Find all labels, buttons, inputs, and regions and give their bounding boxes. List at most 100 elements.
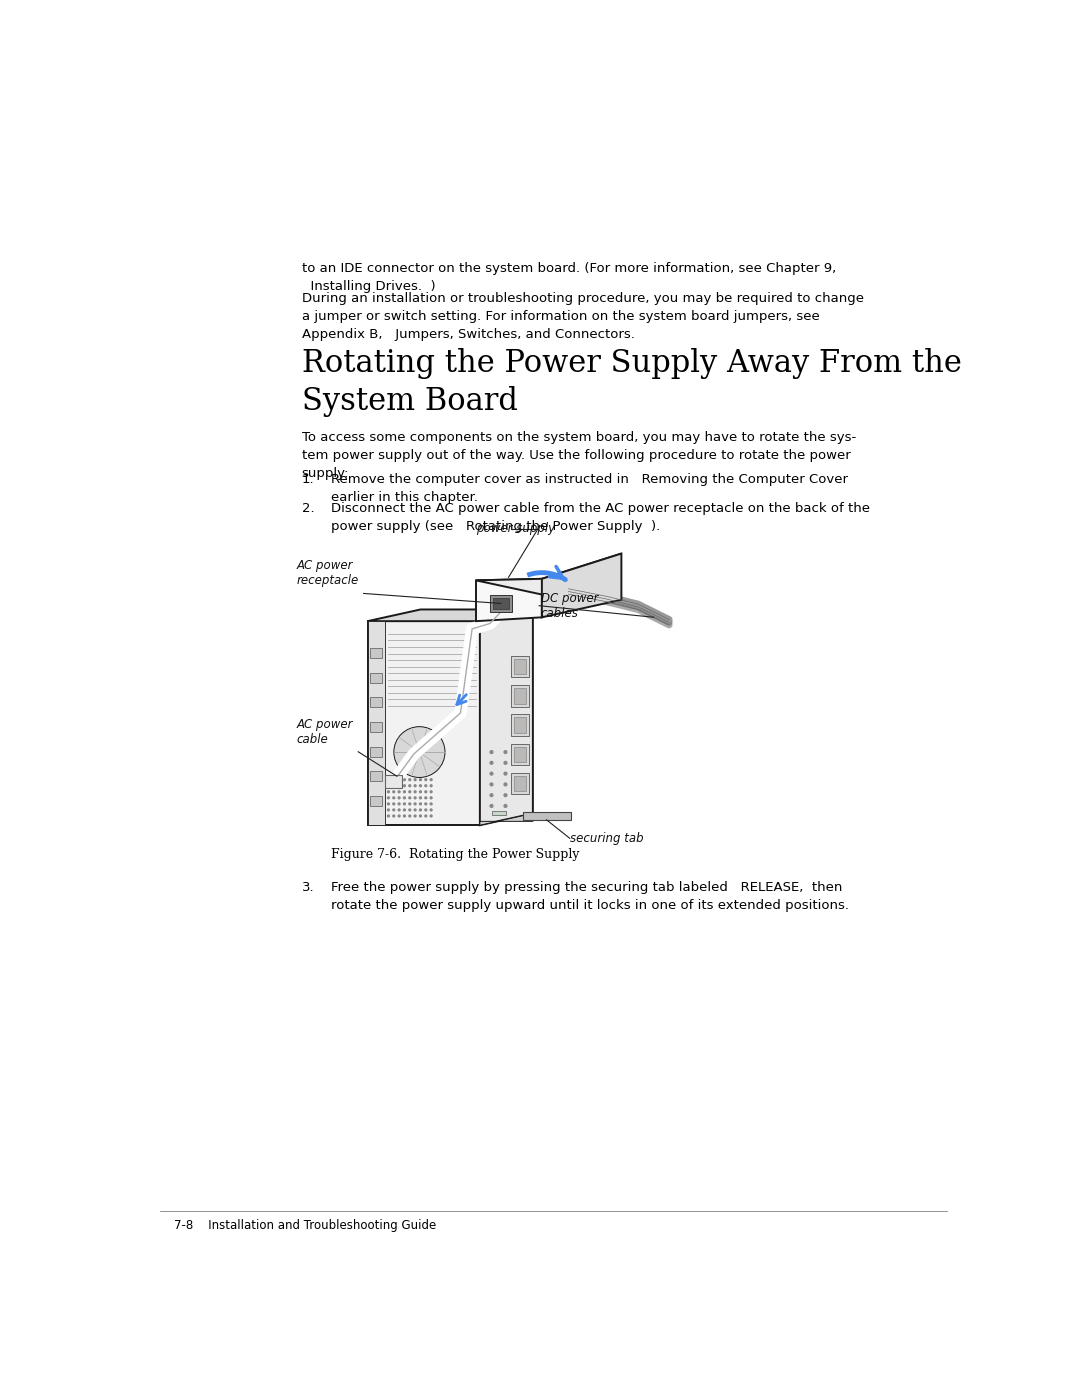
Circle shape (404, 814, 405, 817)
Circle shape (419, 778, 421, 781)
Circle shape (409, 778, 410, 781)
Text: 3.: 3. (301, 882, 314, 894)
Polygon shape (369, 746, 382, 757)
Circle shape (393, 791, 394, 792)
Circle shape (490, 750, 492, 753)
Text: 1.: 1. (301, 472, 314, 486)
Polygon shape (523, 812, 570, 820)
Circle shape (393, 809, 394, 810)
Circle shape (404, 809, 405, 810)
Text: DC power
cables: DC power cables (541, 592, 598, 620)
Circle shape (393, 778, 394, 781)
Polygon shape (369, 648, 382, 658)
Polygon shape (542, 553, 621, 617)
Circle shape (504, 773, 507, 775)
Text: AC power
cable: AC power cable (296, 718, 353, 746)
Circle shape (424, 778, 427, 781)
Circle shape (393, 803, 394, 805)
Circle shape (399, 809, 400, 810)
Circle shape (404, 778, 405, 781)
Circle shape (388, 796, 390, 799)
Circle shape (430, 778, 432, 781)
Polygon shape (367, 622, 480, 826)
Text: System Board: System Board (301, 387, 517, 418)
Circle shape (415, 778, 416, 781)
Circle shape (388, 803, 390, 805)
Circle shape (399, 814, 400, 817)
Circle shape (504, 805, 507, 807)
Circle shape (419, 814, 421, 817)
Text: Figure 7-6.  Rotating the Power Supply: Figure 7-6. Rotating the Power Supply (332, 848, 580, 862)
Polygon shape (367, 609, 532, 622)
Circle shape (490, 784, 492, 785)
Text: 2.: 2. (301, 502, 314, 515)
Circle shape (490, 761, 492, 764)
Polygon shape (369, 771, 382, 781)
Polygon shape (511, 743, 529, 766)
Text: power supply: power supply (476, 522, 555, 535)
Circle shape (504, 784, 507, 785)
Circle shape (393, 814, 394, 817)
Circle shape (424, 809, 427, 810)
Circle shape (409, 809, 410, 810)
Circle shape (404, 803, 405, 805)
Text: Free the power supply by pressing the securing tab labeled   RELEASE,  then
rota: Free the power supply by pressing the se… (332, 882, 849, 912)
Text: securing tab: securing tab (570, 831, 644, 845)
Circle shape (419, 796, 421, 799)
Circle shape (388, 791, 390, 792)
Circle shape (409, 785, 410, 787)
Circle shape (404, 796, 405, 799)
Circle shape (393, 796, 394, 799)
Circle shape (415, 814, 416, 817)
Text: to an IDE connector on the system board. (For more information, see Chapter 9,
 : to an IDE connector on the system board.… (301, 261, 836, 292)
Polygon shape (476, 578, 542, 622)
Circle shape (409, 796, 410, 799)
Circle shape (394, 726, 445, 778)
Polygon shape (511, 655, 529, 678)
Polygon shape (514, 746, 526, 763)
Text: During an installation or troubleshooting procedure, you may be required to chan: During an installation or troubleshootin… (301, 292, 864, 341)
Circle shape (399, 796, 400, 799)
Circle shape (424, 803, 427, 805)
Circle shape (504, 750, 507, 753)
Text: Disconnect the AC power cable from the AC power receptacle on the back of the
po: Disconnect the AC power cable from the A… (332, 502, 870, 532)
Circle shape (424, 791, 427, 792)
Circle shape (490, 773, 492, 775)
Polygon shape (494, 598, 509, 609)
Circle shape (415, 809, 416, 810)
Circle shape (424, 796, 427, 799)
Polygon shape (514, 659, 526, 675)
Polygon shape (367, 622, 384, 826)
Circle shape (393, 785, 394, 787)
Polygon shape (369, 673, 382, 683)
Circle shape (388, 809, 390, 810)
Text: Remove the computer cover as instructed in   Removing the Computer Cover
earlier: Remove the computer cover as instructed … (332, 472, 848, 503)
Polygon shape (491, 810, 505, 816)
Text: AC power
receptacle: AC power receptacle (296, 559, 359, 587)
Circle shape (419, 785, 421, 787)
Circle shape (399, 803, 400, 805)
Polygon shape (476, 553, 621, 598)
Circle shape (430, 803, 432, 805)
Circle shape (404, 785, 405, 787)
Circle shape (415, 803, 416, 805)
Polygon shape (514, 689, 526, 704)
Circle shape (419, 791, 421, 792)
Circle shape (430, 814, 432, 817)
Circle shape (424, 814, 427, 817)
Polygon shape (480, 609, 532, 826)
Polygon shape (369, 697, 382, 707)
Circle shape (399, 785, 400, 787)
Circle shape (388, 814, 390, 817)
Circle shape (415, 785, 416, 787)
Circle shape (430, 796, 432, 799)
Circle shape (430, 785, 432, 787)
Polygon shape (514, 718, 526, 733)
Polygon shape (511, 714, 529, 736)
Polygon shape (480, 813, 532, 826)
Circle shape (404, 791, 405, 792)
Circle shape (399, 791, 400, 792)
Circle shape (419, 803, 421, 805)
Text: 7-8    Installation and Troubleshooting Guide: 7-8 Installation and Troubleshooting Gui… (174, 1218, 436, 1232)
Circle shape (409, 814, 410, 817)
